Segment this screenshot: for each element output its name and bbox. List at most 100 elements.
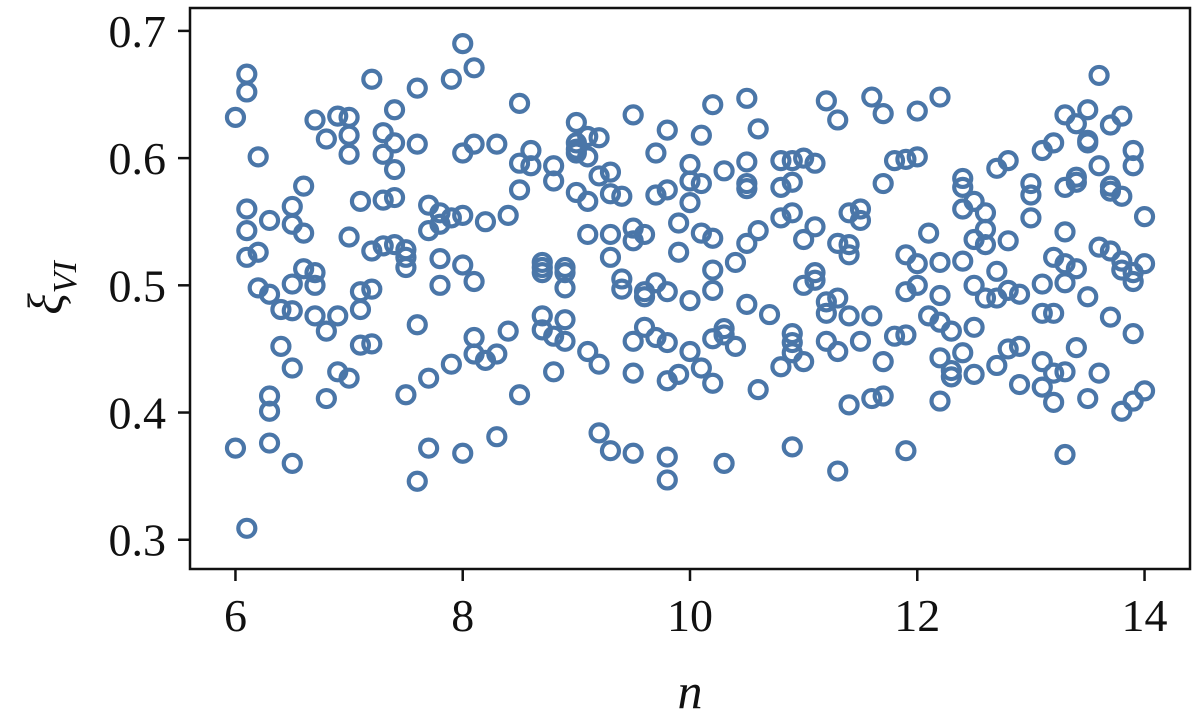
data-point-94 (497, 320, 519, 342)
data-point-235 (883, 150, 906, 172)
data-point-249 (929, 251, 951, 274)
data-point-38 (338, 124, 360, 146)
data-point-216 (827, 232, 849, 254)
data-point-188 (747, 118, 769, 140)
data-point-17 (270, 335, 292, 357)
data-point-85 (463, 270, 485, 293)
data-point-134 (611, 185, 633, 207)
data-point-264 (963, 274, 985, 296)
y-axis-label: ξVI (17, 260, 84, 315)
data-point-265 (963, 316, 985, 338)
data-point-189 (747, 220, 769, 242)
data-point-5 (236, 220, 258, 242)
data-point-30 (304, 305, 326, 327)
data-point-90 (486, 133, 508, 155)
data-point-182 (736, 87, 758, 109)
data-point-279 (1008, 283, 1031, 305)
data-point-62 (395, 384, 417, 406)
data-point-255 (940, 359, 962, 382)
svg-text:ξVI: ξVI (17, 260, 84, 315)
x-tick-label-6: 6 (224, 590, 247, 641)
data-point-11 (258, 209, 281, 232)
data-point-215 (827, 109, 849, 131)
data-point-210 (804, 269, 826, 291)
data-point-281 (1008, 373, 1031, 396)
data-point-48 (361, 278, 383, 300)
data-point-42 (349, 190, 372, 212)
data-point-120 (577, 125, 599, 148)
data-point-332 (1133, 206, 1156, 228)
data-point-108 (543, 325, 565, 347)
data-point-81 (452, 254, 474, 276)
data-point-92 (486, 426, 508, 448)
data-point-190 (747, 379, 769, 401)
data-point-186 (736, 232, 758, 254)
y-axis-label-subscript: VI (47, 260, 84, 294)
data-point-329 (1122, 270, 1144, 293)
data-point-211 (815, 90, 837, 112)
data-point-287 (1031, 302, 1053, 324)
data-point-141 (622, 362, 644, 384)
data-point-40 (338, 226, 360, 248)
data-point-45 (349, 334, 372, 356)
data-point-185 (736, 178, 758, 200)
data-point-221 (838, 234, 860, 256)
data-point-169 (690, 357, 712, 379)
data-point-245 (906, 274, 928, 296)
data-point-204 (793, 228, 815, 251)
data-point-113 (554, 309, 576, 331)
data-point-76 (440, 207, 462, 229)
data-point-173 (702, 279, 724, 302)
data-point-269 (974, 234, 997, 256)
data-point-305 (1065, 258, 1087, 280)
data-point-152 (656, 179, 678, 201)
data-point-122 (577, 190, 599, 212)
data-point-222 (838, 244, 860, 266)
data-point-218 (827, 340, 849, 363)
data-point-107 (543, 170, 565, 192)
data-point-253 (929, 390, 951, 412)
data-point-145 (633, 286, 656, 308)
data-point-12 (258, 283, 281, 305)
data-point-171 (702, 227, 724, 249)
data-point-150 (645, 326, 667, 349)
data-point-66 (406, 470, 428, 492)
data-point-112 (554, 277, 576, 299)
data-point-299 (1054, 272, 1076, 294)
data-point-97 (508, 179, 531, 201)
data-point-236 (883, 325, 906, 347)
data-point-213 (815, 302, 837, 324)
data-point-327 (1122, 155, 1144, 177)
data-point-240 (895, 324, 917, 346)
data-point-140 (622, 330, 644, 352)
data-point-227 (849, 330, 872, 352)
data-point-289 (1031, 376, 1053, 398)
data-point-315 (1088, 362, 1110, 384)
data-point-39 (338, 143, 360, 165)
data-point-25 (293, 222, 315, 244)
y-tick-label-0.3: 0.3 (109, 515, 167, 566)
data-point-246 (918, 222, 940, 244)
data-point-165 (679, 340, 701, 363)
data-point-4 (236, 198, 258, 220)
data-point-232 (872, 172, 894, 195)
x-tick-label-12: 12 (894, 590, 940, 641)
y-tick-label-0.4: 0.4 (109, 388, 167, 439)
data-point-157 (656, 469, 678, 491)
data-point-228 (861, 86, 883, 108)
data-point-196 (781, 150, 803, 172)
data-point-123 (577, 223, 599, 246)
data-point-160 (668, 363, 690, 385)
data-point-93 (497, 204, 519, 226)
data-point-133 (599, 440, 622, 462)
data-point-301 (1054, 443, 1076, 466)
data-point-143 (633, 223, 656, 246)
data-point-258 (952, 176, 974, 198)
data-point-52 (372, 189, 394, 211)
data-point-302 (1065, 113, 1087, 135)
data-point-69 (418, 367, 440, 389)
data-point-276 (997, 230, 1019, 252)
data-point-300 (1054, 361, 1076, 383)
data-point-77 (440, 353, 462, 375)
